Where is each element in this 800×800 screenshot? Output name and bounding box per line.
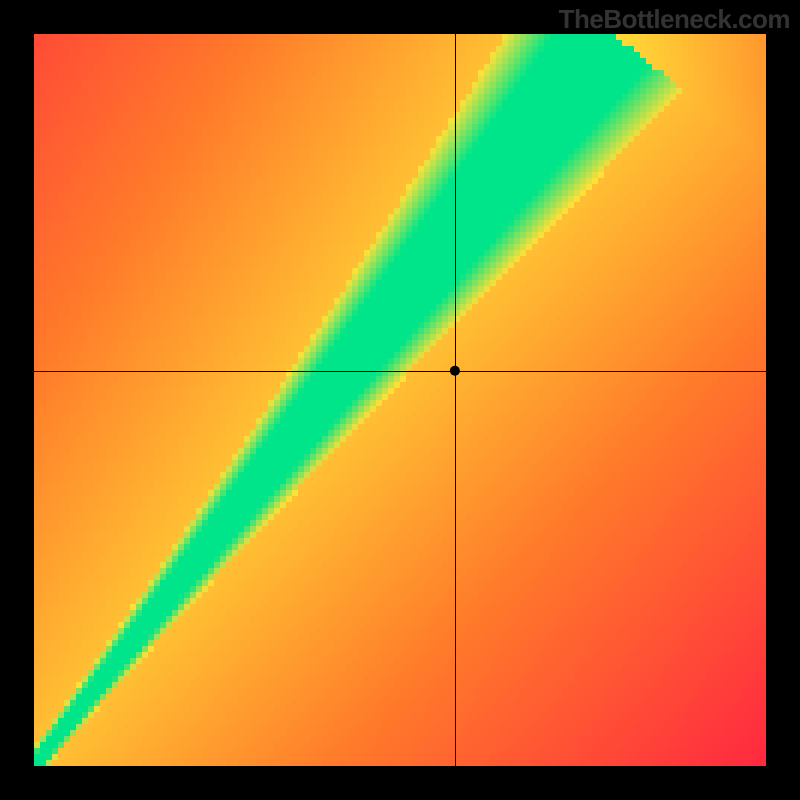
watermark-text: TheBottleneck.com: [559, 4, 790, 35]
chart-container: TheBottleneck.com: [0, 0, 800, 800]
heatmap-canvas: [0, 0, 800, 800]
